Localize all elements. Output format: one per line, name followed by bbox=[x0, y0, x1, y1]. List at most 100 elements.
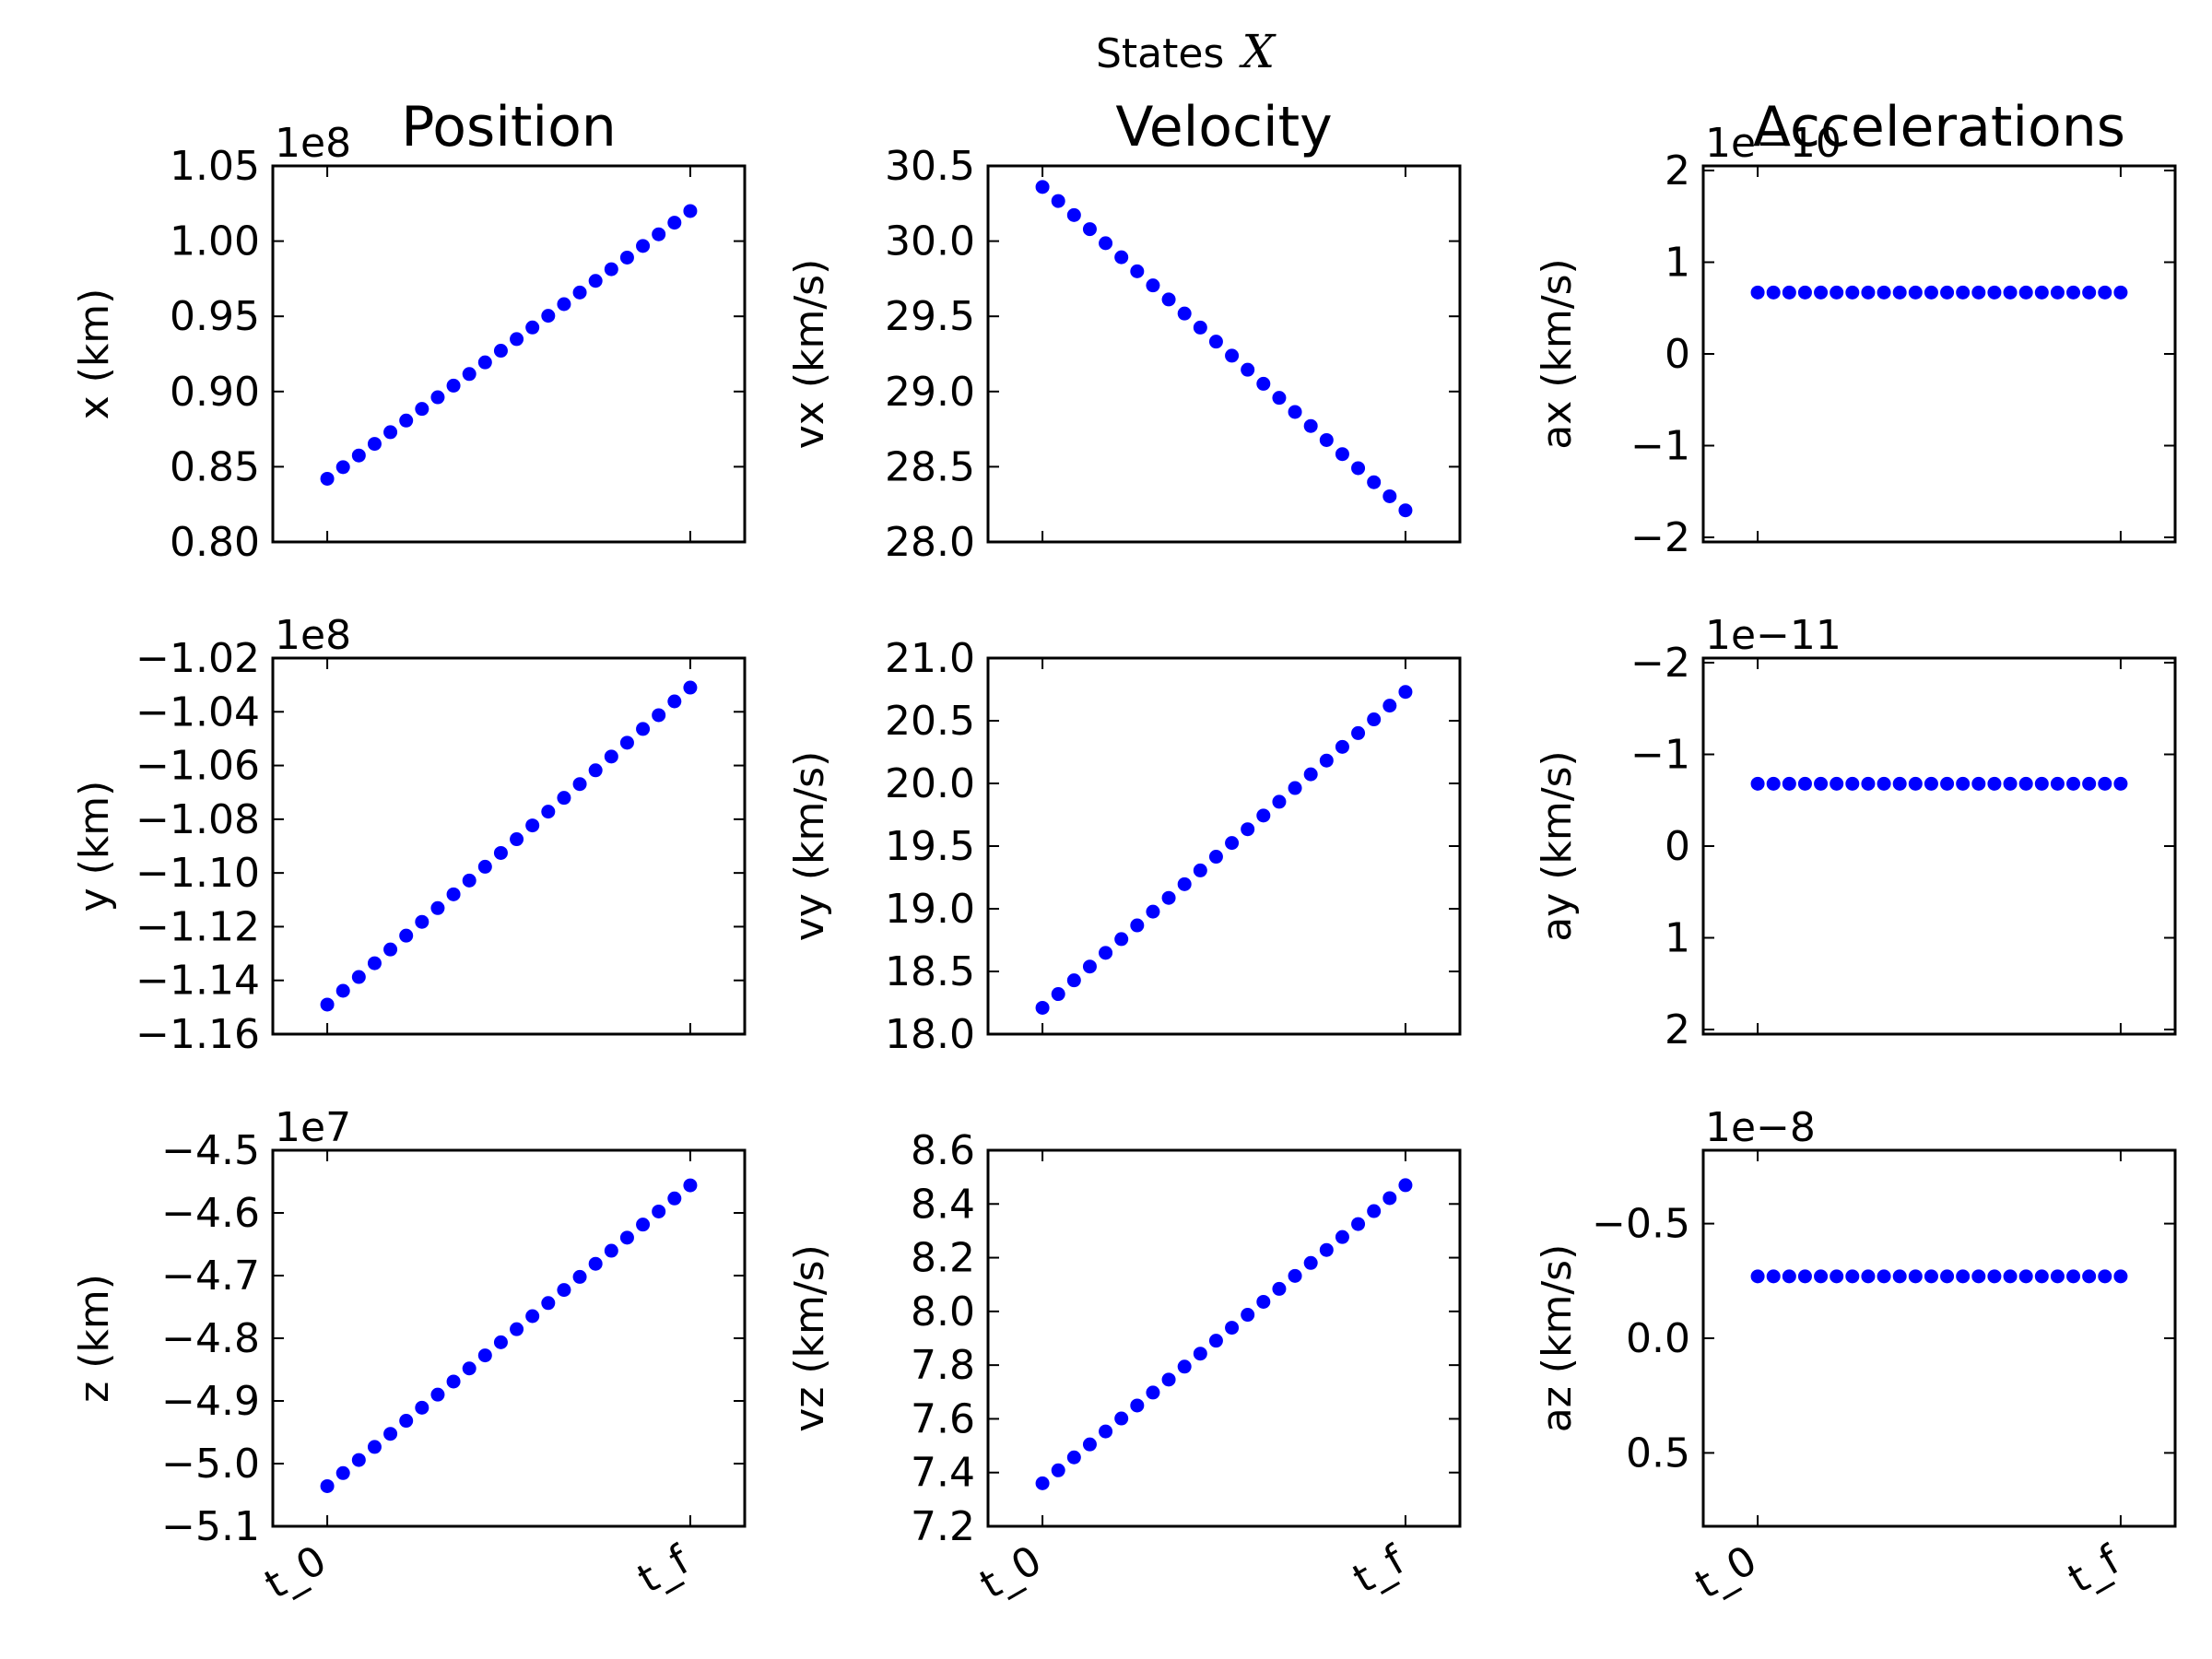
data-point bbox=[1782, 285, 1796, 300]
data-point bbox=[2082, 776, 2097, 791]
data-point bbox=[1351, 725, 1366, 740]
offset-text: 1e7 bbox=[275, 1104, 351, 1151]
data-point bbox=[604, 749, 618, 764]
data-point bbox=[604, 1243, 618, 1258]
ytick-label: 30.5 bbox=[885, 143, 975, 190]
ytick-label: 28.0 bbox=[885, 519, 975, 566]
data-point bbox=[1051, 194, 1065, 208]
data-point bbox=[477, 1348, 492, 1363]
ytick-label: 0.90 bbox=[170, 369, 260, 416]
ytick-label: 18.0 bbox=[885, 1011, 975, 1058]
data-point bbox=[1319, 753, 1334, 768]
data-point bbox=[446, 378, 461, 393]
data-point bbox=[1193, 863, 1207, 877]
ytick-label: 29.5 bbox=[885, 293, 975, 340]
data-point bbox=[1303, 1255, 1318, 1270]
data-point bbox=[1814, 285, 1829, 300]
data-point bbox=[335, 983, 350, 998]
data-point bbox=[1177, 306, 1192, 321]
column-title-velocity: Velocity bbox=[1115, 95, 1332, 159]
data-point bbox=[1035, 1000, 1050, 1015]
data-point bbox=[1225, 836, 1240, 851]
data-point bbox=[1130, 918, 1145, 933]
data-point bbox=[636, 722, 651, 736]
data-point bbox=[2034, 776, 2049, 791]
data-point bbox=[1940, 776, 1955, 791]
ytick-label: 8.4 bbox=[911, 1181, 975, 1228]
ytick-label: −1.12 bbox=[135, 903, 260, 950]
data-point bbox=[541, 309, 556, 324]
data-point bbox=[1335, 447, 1349, 462]
data-point bbox=[588, 1256, 603, 1271]
ylabel-vx: vx (km/s) bbox=[786, 259, 833, 450]
ytick-label: 28.5 bbox=[885, 443, 975, 490]
axes-frame bbox=[986, 1148, 1462, 1528]
data-point bbox=[1797, 1269, 1812, 1284]
data-point bbox=[1051, 1463, 1065, 1477]
data-point bbox=[1351, 1217, 1366, 1231]
data-point bbox=[2113, 285, 2128, 300]
data-point bbox=[1398, 503, 1413, 518]
data-point bbox=[1161, 890, 1176, 905]
data-point bbox=[1861, 776, 1876, 791]
data-point bbox=[1766, 1269, 1781, 1284]
subplot-x: 0.80 0.85 0.90 0.95 1.00 1.05 x (km) 1e8 bbox=[71, 120, 747, 566]
axes-frame bbox=[271, 1148, 747, 1528]
axes-frame bbox=[271, 656, 747, 1036]
data-point bbox=[510, 332, 524, 347]
subplot-vy: 18.0 18.5 19.0 19.5 20.0 20.5 21.0 vy (km/s) bbox=[786, 635, 1462, 1058]
ytick-label: −1 bbox=[1630, 731, 1690, 778]
data-point bbox=[1766, 776, 1781, 791]
data-point bbox=[462, 1361, 477, 1376]
ytick-label: 0.5 bbox=[1626, 1430, 1690, 1477]
data-point bbox=[1066, 1450, 1081, 1465]
data-point bbox=[1303, 767, 1318, 782]
data-point bbox=[1766, 285, 1781, 300]
data-point bbox=[1987, 776, 2002, 791]
offset-text: 1e−8 bbox=[1705, 1104, 1816, 1151]
data-point bbox=[1146, 278, 1160, 293]
ytick-label: −5.0 bbox=[161, 1441, 260, 1488]
data-point bbox=[1797, 285, 1812, 300]
data-point bbox=[1861, 285, 1876, 300]
ytick-label: −4.7 bbox=[161, 1253, 260, 1300]
data-point bbox=[572, 285, 587, 300]
ytick-label: 7.4 bbox=[911, 1450, 975, 1497]
data-point bbox=[1303, 418, 1318, 433]
subplot-az: −0.50.00.5t_0 t_faz (km/s)1e−8 bbox=[1534, 1104, 2177, 1608]
data-point bbox=[383, 425, 398, 440]
data-point bbox=[1971, 1269, 1986, 1284]
data-point bbox=[415, 1400, 429, 1415]
data-point bbox=[572, 777, 587, 792]
data-point bbox=[2098, 776, 2112, 791]
data-point bbox=[367, 956, 382, 971]
subplot-ay: −2 −1 0 1 2 ay (km/s) 1e−11 bbox=[1534, 612, 2177, 1053]
data-point bbox=[1066, 973, 1081, 988]
data-point bbox=[1241, 822, 1255, 837]
data-point bbox=[636, 1218, 651, 1232]
data-point bbox=[1367, 1204, 1382, 1218]
data-point bbox=[1193, 320, 1207, 335]
ytick-label: 0 bbox=[1665, 331, 1690, 378]
suptitle-text: States bbox=[1096, 30, 1224, 77]
offset-text: 1e−11 bbox=[1705, 612, 1841, 659]
ytick-label: 18.5 bbox=[885, 948, 975, 995]
axes-frame bbox=[986, 164, 1462, 544]
ytick-label: 8.0 bbox=[911, 1288, 975, 1335]
data-point bbox=[1782, 776, 1796, 791]
data-point bbox=[367, 1440, 382, 1454]
ytick-label: 7.2 bbox=[911, 1503, 975, 1550]
data-point bbox=[1256, 808, 1271, 823]
figure-suptitle: States X bbox=[1096, 25, 1277, 78]
data-point bbox=[1924, 1269, 1938, 1284]
subplot-grid: 0.800.850.900.951.001.05x (km)1e8 28.0 28.… bbox=[71, 120, 2177, 1608]
data-point bbox=[1908, 1269, 1923, 1284]
data-point bbox=[2018, 285, 2033, 300]
ytick-label: −1.08 bbox=[135, 796, 260, 843]
data-point bbox=[1940, 285, 1955, 300]
data-point bbox=[1256, 1294, 1271, 1309]
data-point bbox=[619, 1230, 634, 1245]
offset-text: 1e8 bbox=[275, 612, 351, 659]
data-point bbox=[1099, 1424, 1113, 1439]
